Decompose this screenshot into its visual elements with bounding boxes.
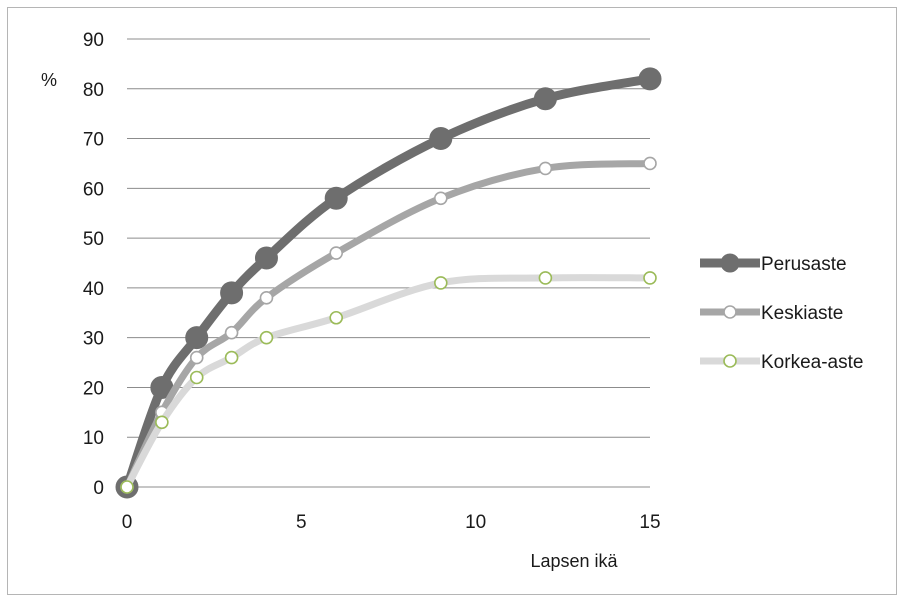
chart-frame [7,7,897,595]
x-tick-label-5: 5 [296,512,307,533]
series-line-keskiaste [123,159,654,491]
data-point-perusaste-3 [220,281,244,305]
y-tick-label-90: 90 [83,30,104,51]
data-point-keskiaste-6 [329,246,344,260]
data-point-korkea-aste-0 [120,480,134,494]
data-point-perusaste-9 [429,127,453,151]
data-point-perusaste-12 [533,87,557,111]
legend: Perusaste Keskiaste Korkea-aste [700,253,863,373]
legend-item-keskiaste: Keskiaste [700,303,843,324]
data-point-korkea-aste-6 [329,310,344,325]
data-point-korkea-aste-3 [224,350,239,365]
x-tick-label-0: 0 [122,512,133,533]
legend-marker-keskiaste [723,305,737,319]
legend-marker-korkea-aste [723,354,737,368]
series-group [115,67,662,499]
legend-label-keskiaste: Keskiaste [761,303,843,324]
y-tick-label-0: 0 [93,478,104,499]
y-tick-label-70: 70 [83,130,104,151]
y-tick-label-40: 40 [83,279,104,300]
legend-marker-perusaste [720,253,740,273]
series-korkea-aste [120,271,657,494]
series-perusaste [115,67,662,499]
series-line-perusaste [122,74,655,492]
y-axis-ticks: 0 10 20 30 40 50 60 70 80 90 [83,30,104,499]
y-tick-label-30: 30 [83,329,104,350]
data-point-korkea-aste-1 [155,415,169,430]
data-point-keskiaste-4 [259,291,274,305]
data-point-perusaste-6 [324,186,348,210]
data-point-keskiaste-9 [433,191,448,206]
data-point-perusaste-2 [185,326,209,350]
x-tick-label-15: 15 [639,512,660,533]
y-axis-label: % [41,70,57,90]
data-point-perusaste-4 [254,246,278,270]
data-point-keskiaste-15 [643,156,657,171]
data-point-korkea-aste-4 [259,330,274,345]
data-point-korkea-aste-12 [538,271,553,285]
legend-item-perusaste: Perusaste [700,253,847,275]
data-point-korkea-aste-15 [643,271,657,285]
legend-label-korkea-aste: Korkea-aste [761,352,863,373]
x-axis-label: Lapsen ikä [530,551,618,571]
data-point-perusaste-15 [638,67,662,91]
y-tick-label-10: 10 [83,428,104,449]
x-tick-label-10: 10 [465,512,486,533]
y-tick-label-20: 20 [83,378,104,399]
data-point-keskiaste-12 [538,161,553,176]
legend-item-korkea-aste: Korkea-aste [700,352,863,373]
data-point-korkea-aste-9 [433,276,448,290]
series-line-korkea-aste [123,274,654,491]
y-tick-label-60: 60 [83,179,104,200]
data-point-keskiaste-3 [224,325,239,340]
x-axis-ticks: 0 5 10 15 [122,512,661,533]
data-point-keskiaste-2 [189,350,204,365]
legend-label-perusaste: Perusaste [761,254,847,275]
data-point-korkea-aste-2 [189,370,204,385]
gridlines [127,38,650,488]
y-tick-label-50: 50 [83,229,104,250]
y-tick-label-80: 80 [83,80,104,101]
